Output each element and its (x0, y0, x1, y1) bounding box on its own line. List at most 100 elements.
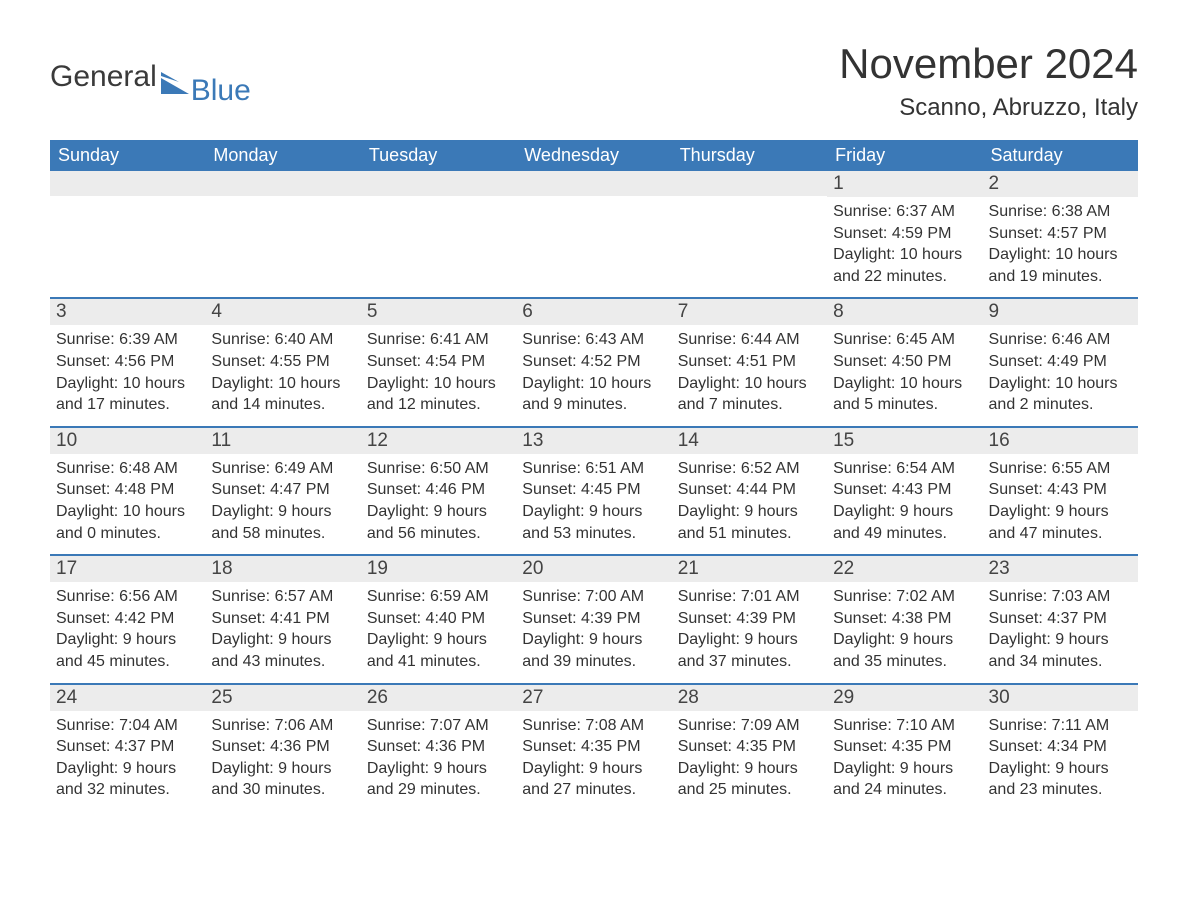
daylight-text: Daylight: 9 hours and 29 minutes. (367, 758, 510, 801)
day-cell (361, 171, 516, 297)
sunrise-text: Sunrise: 6:57 AM (211, 586, 354, 608)
day-details: Sunrise: 7:11 AMSunset: 4:34 PMDaylight:… (983, 711, 1138, 811)
daylight-text: Daylight: 10 hours and 19 minutes. (989, 244, 1132, 287)
daylight-text: Daylight: 9 hours and 58 minutes. (211, 501, 354, 544)
daylight-text: Daylight: 9 hours and 51 minutes. (678, 501, 821, 544)
day-number: 7 (672, 299, 827, 325)
weekday-header: Wednesday (516, 140, 671, 171)
week-row: 1Sunrise: 6:37 AMSunset: 4:59 PMDaylight… (50, 171, 1138, 297)
day-cell: 20Sunrise: 7:00 AMSunset: 4:39 PMDayligh… (516, 556, 671, 682)
day-number (50, 171, 205, 196)
day-details: Sunrise: 6:40 AMSunset: 4:55 PMDaylight:… (205, 325, 360, 425)
page-title: November 2024 (839, 40, 1138, 88)
daylight-text: Daylight: 9 hours and 37 minutes. (678, 629, 821, 672)
daylight-text: Daylight: 10 hours and 9 minutes. (522, 373, 665, 416)
day-details: Sunrise: 7:09 AMSunset: 4:35 PMDaylight:… (672, 711, 827, 811)
day-cell: 3Sunrise: 6:39 AMSunset: 4:56 PMDaylight… (50, 299, 205, 425)
day-cell: 13Sunrise: 6:51 AMSunset: 4:45 PMDayligh… (516, 428, 671, 554)
day-cell: 1Sunrise: 6:37 AMSunset: 4:59 PMDaylight… (827, 171, 982, 297)
sunset-text: Sunset: 4:37 PM (989, 608, 1132, 630)
weekday-header: Tuesday (361, 140, 516, 171)
day-cell: 29Sunrise: 7:10 AMSunset: 4:35 PMDayligh… (827, 685, 982, 811)
day-number: 16 (983, 428, 1138, 454)
day-cell (672, 171, 827, 297)
day-cell: 12Sunrise: 6:50 AMSunset: 4:46 PMDayligh… (361, 428, 516, 554)
sunset-text: Sunset: 4:46 PM (367, 479, 510, 501)
sunset-text: Sunset: 4:35 PM (833, 736, 976, 758)
daylight-text: Daylight: 9 hours and 34 minutes. (989, 629, 1132, 672)
calendar-page: General Blue November 2024 Scanno, Abruz… (0, 0, 1188, 861)
day-number: 22 (827, 556, 982, 582)
day-cell: 14Sunrise: 6:52 AMSunset: 4:44 PMDayligh… (672, 428, 827, 554)
day-number (205, 171, 360, 196)
day-details: Sunrise: 6:37 AMSunset: 4:59 PMDaylight:… (827, 197, 982, 297)
day-cell: 19Sunrise: 6:59 AMSunset: 4:40 PMDayligh… (361, 556, 516, 682)
day-details: Sunrise: 6:55 AMSunset: 4:43 PMDaylight:… (983, 454, 1138, 554)
daylight-text: Daylight: 10 hours and 17 minutes. (56, 373, 199, 416)
sunset-text: Sunset: 4:51 PM (678, 351, 821, 373)
day-number: 6 (516, 299, 671, 325)
day-details: Sunrise: 7:08 AMSunset: 4:35 PMDaylight:… (516, 711, 671, 811)
sunset-text: Sunset: 4:41 PM (211, 608, 354, 630)
day-cell: 25Sunrise: 7:06 AMSunset: 4:36 PMDayligh… (205, 685, 360, 811)
day-details: Sunrise: 7:07 AMSunset: 4:36 PMDaylight:… (361, 711, 516, 811)
day-details: Sunrise: 7:04 AMSunset: 4:37 PMDaylight:… (50, 711, 205, 811)
day-details: Sunrise: 6:52 AMSunset: 4:44 PMDaylight:… (672, 454, 827, 554)
day-number: 14 (672, 428, 827, 454)
day-number: 8 (827, 299, 982, 325)
sunrise-text: Sunrise: 7:10 AM (833, 715, 976, 737)
daylight-text: Daylight: 10 hours and 7 minutes. (678, 373, 821, 416)
sunset-text: Sunset: 4:37 PM (56, 736, 199, 758)
day-number: 15 (827, 428, 982, 454)
sunset-text: Sunset: 4:59 PM (833, 223, 976, 245)
calendar: SundayMondayTuesdayWednesdayThursdayFrid… (50, 140, 1138, 811)
sunrise-text: Sunrise: 7:07 AM (367, 715, 510, 737)
day-details: Sunrise: 7:06 AMSunset: 4:36 PMDaylight:… (205, 711, 360, 811)
day-details: Sunrise: 7:02 AMSunset: 4:38 PMDaylight:… (827, 582, 982, 682)
daylight-text: Daylight: 9 hours and 39 minutes. (522, 629, 665, 672)
daylight-text: Daylight: 9 hours and 27 minutes. (522, 758, 665, 801)
sunset-text: Sunset: 4:44 PM (678, 479, 821, 501)
day-details: Sunrise: 6:51 AMSunset: 4:45 PMDaylight:… (516, 454, 671, 554)
location-label: Scanno, Abruzzo, Italy (839, 94, 1138, 122)
week-row: 17Sunrise: 6:56 AMSunset: 4:42 PMDayligh… (50, 554, 1138, 682)
day-number: 3 (50, 299, 205, 325)
day-number: 20 (516, 556, 671, 582)
sunrise-text: Sunrise: 7:03 AM (989, 586, 1132, 608)
weekday-header: Thursday (672, 140, 827, 171)
day-cell (50, 171, 205, 297)
day-cell: 7Sunrise: 6:44 AMSunset: 4:51 PMDaylight… (672, 299, 827, 425)
day-details: Sunrise: 7:03 AMSunset: 4:37 PMDaylight:… (983, 582, 1138, 682)
daylight-text: Daylight: 9 hours and 49 minutes. (833, 501, 976, 544)
day-details: Sunrise: 6:49 AMSunset: 4:47 PMDaylight:… (205, 454, 360, 554)
day-number: 18 (205, 556, 360, 582)
sunset-text: Sunset: 4:52 PM (522, 351, 665, 373)
day-number: 4 (205, 299, 360, 325)
day-number: 1 (827, 171, 982, 197)
sunrise-text: Sunrise: 7:06 AM (211, 715, 354, 737)
day-number: 2 (983, 171, 1138, 197)
week-row: 3Sunrise: 6:39 AMSunset: 4:56 PMDaylight… (50, 297, 1138, 425)
sunset-text: Sunset: 4:39 PM (522, 608, 665, 630)
weekday-header: Saturday (983, 140, 1138, 171)
sunrise-text: Sunrise: 6:56 AM (56, 586, 199, 608)
sunrise-text: Sunrise: 6:52 AM (678, 458, 821, 480)
daylight-text: Daylight: 10 hours and 5 minutes. (833, 373, 976, 416)
day-details: Sunrise: 6:59 AMSunset: 4:40 PMDaylight:… (361, 582, 516, 682)
sunset-text: Sunset: 4:57 PM (989, 223, 1132, 245)
day-number (672, 171, 827, 196)
sunrise-text: Sunrise: 6:59 AM (367, 586, 510, 608)
day-number: 9 (983, 299, 1138, 325)
daylight-text: Daylight: 9 hours and 53 minutes. (522, 501, 665, 544)
day-number (516, 171, 671, 196)
weekday-header: Monday (205, 140, 360, 171)
day-number: 10 (50, 428, 205, 454)
day-details: Sunrise: 7:10 AMSunset: 4:35 PMDaylight:… (827, 711, 982, 811)
sunset-text: Sunset: 4:34 PM (989, 736, 1132, 758)
day-cell: 9Sunrise: 6:46 AMSunset: 4:49 PMDaylight… (983, 299, 1138, 425)
logo-text-general: General (50, 60, 157, 94)
sunrise-text: Sunrise: 6:38 AM (989, 201, 1132, 223)
day-number: 11 (205, 428, 360, 454)
day-cell: 16Sunrise: 6:55 AMSunset: 4:43 PMDayligh… (983, 428, 1138, 554)
day-number (361, 171, 516, 196)
